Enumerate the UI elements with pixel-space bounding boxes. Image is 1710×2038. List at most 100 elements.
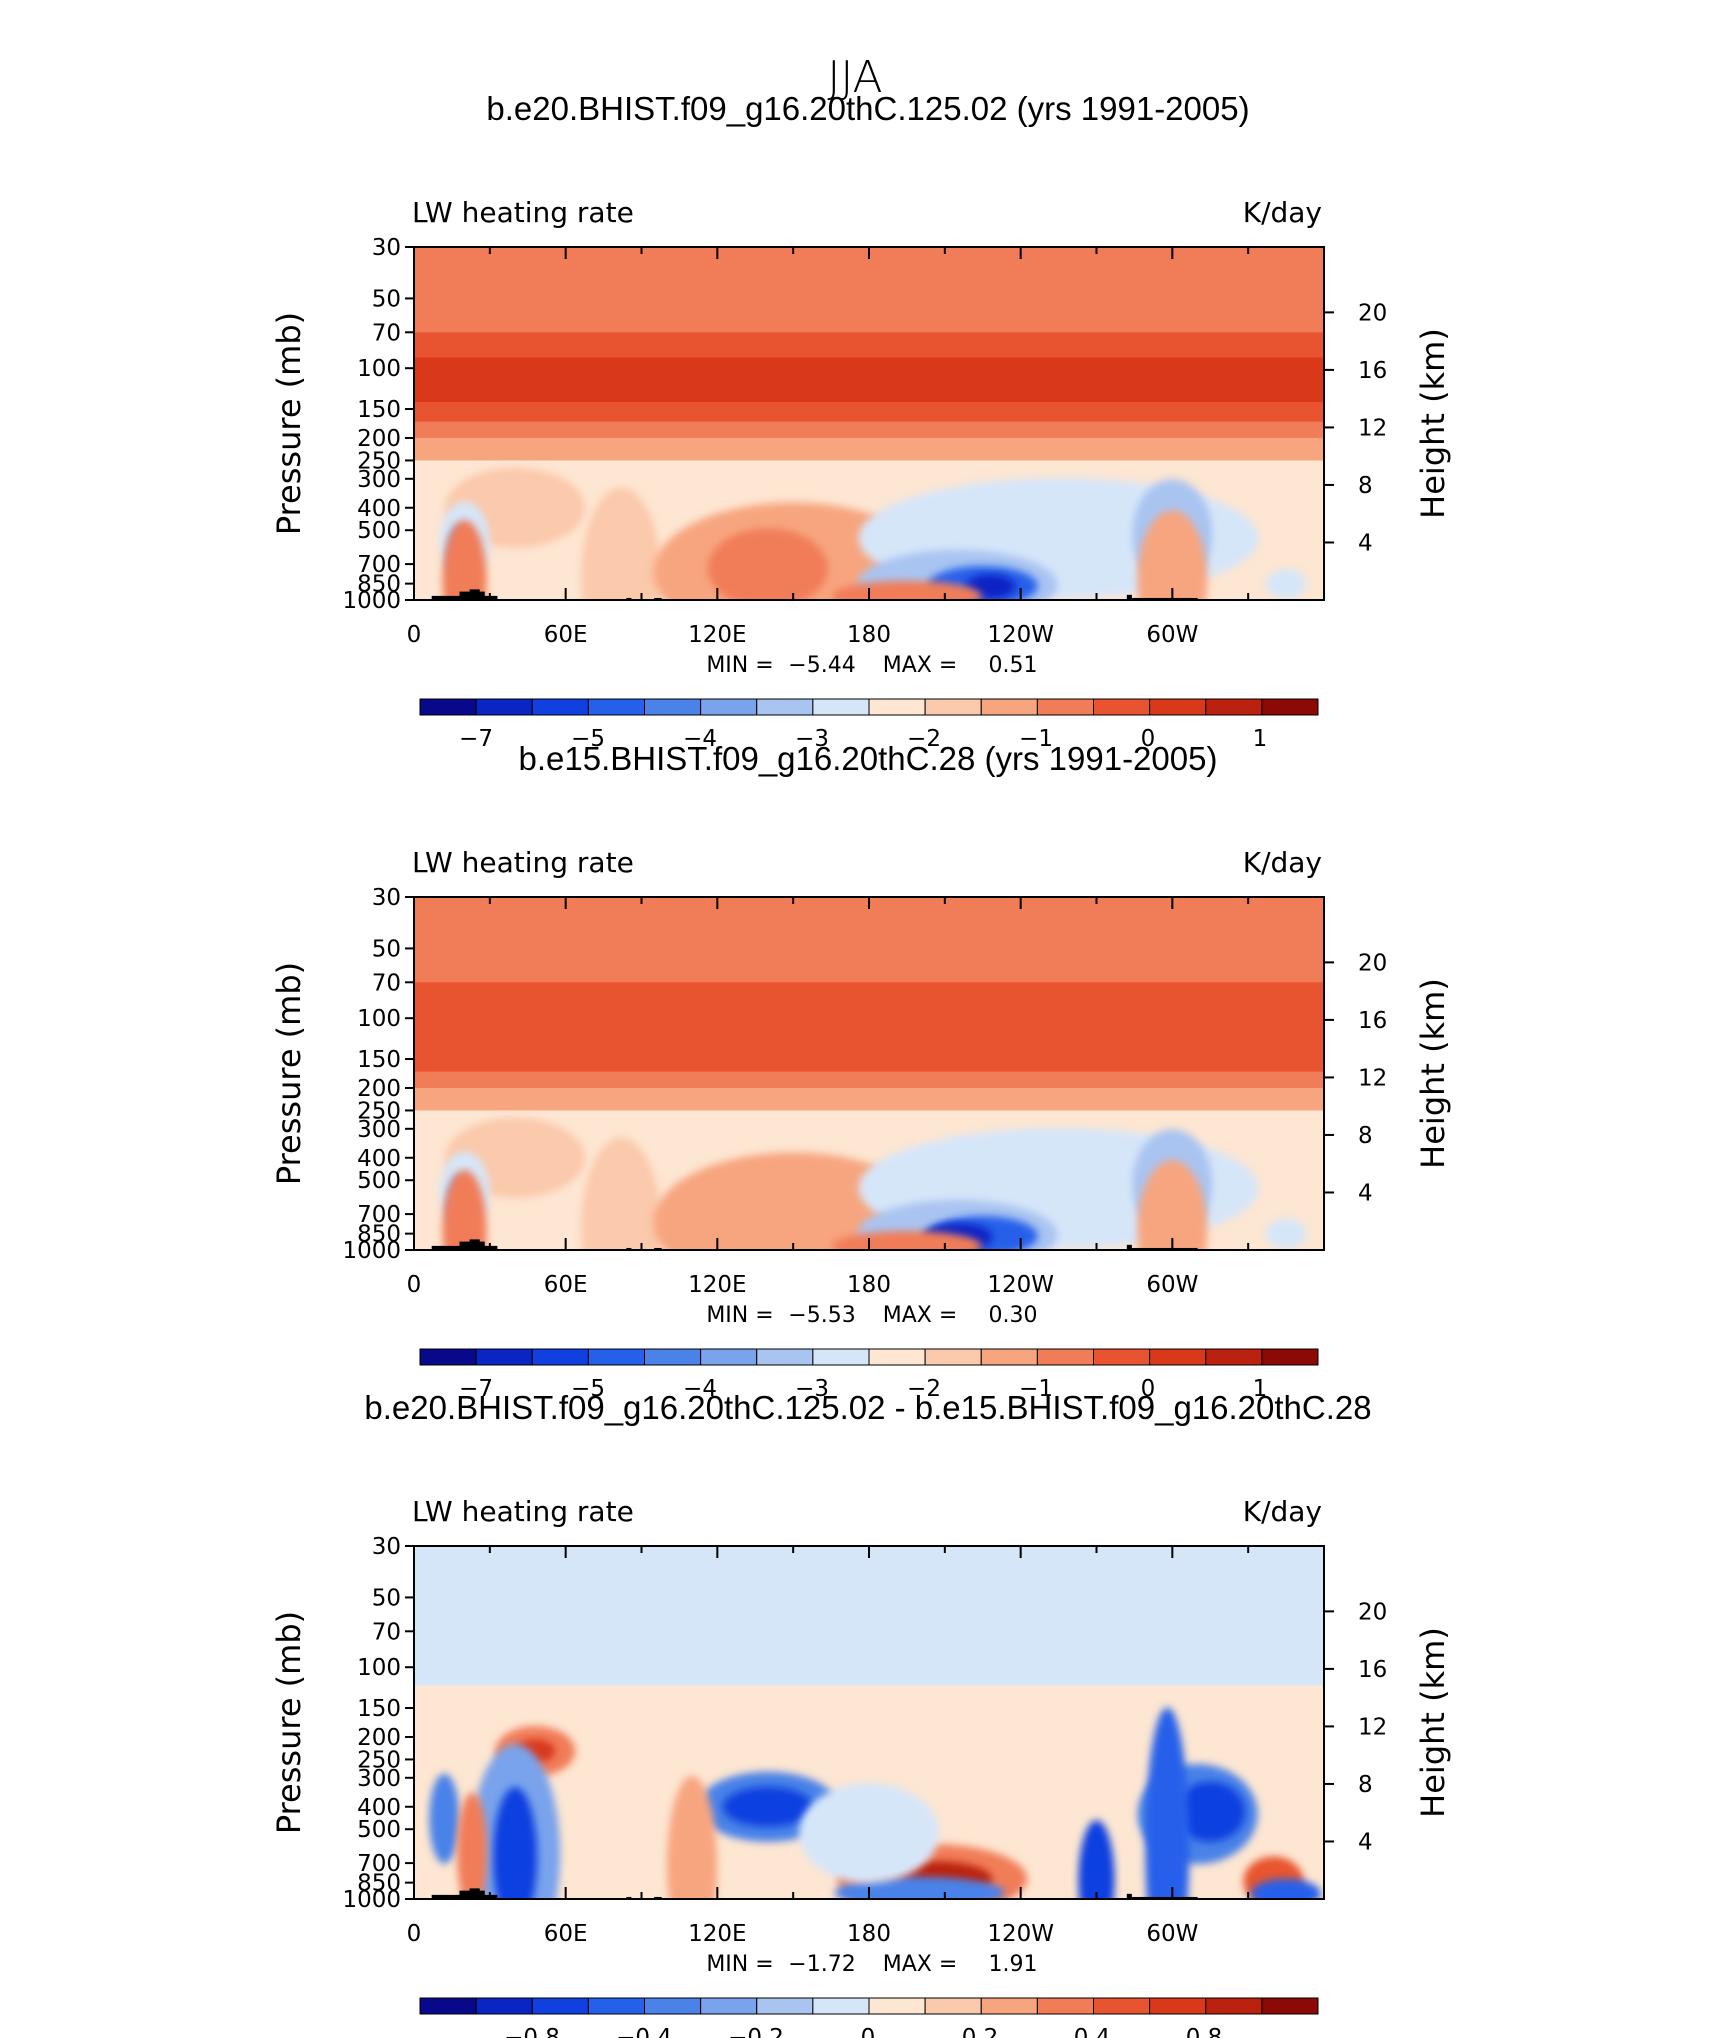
colorbar-label: −5 [571, 1376, 605, 1402]
y2-tick-label: 8 [1358, 1772, 1373, 1798]
colorbar-box [868, 698, 926, 716]
panel-title: b.e15.BHIST.f09_g16.20thC.28 (yrs 1991-2… [519, 740, 1218, 777]
y-tick-label: 400 [357, 1146, 401, 1172]
min-label: MIN = [706, 1952, 773, 1977]
colorbar-box [1205, 1997, 1263, 2015]
y-tick-label: 250 [357, 448, 401, 474]
colorbar-box [1036, 698, 1094, 716]
x-tick-label: 120E [688, 622, 746, 648]
colorbar-box [475, 1348, 533, 1366]
x-tick-label: 0 [407, 1272, 422, 1298]
x-tick-label: 60W [1146, 622, 1198, 648]
borneo [654, 597, 662, 600]
y2-axis-title: Height (km) [1414, 978, 1452, 1169]
panels-root: b.e20.BHIST.f09_g16.20thC.125.02 (yrs 19… [270, 90, 1452, 2038]
colorbar-box [700, 1997, 758, 2015]
colorbar-label: −1 [1019, 726, 1053, 752]
y-tick-label: 50 [372, 286, 401, 312]
y-tick-label: 500 [357, 1817, 401, 1843]
sa-red [1137, 510, 1208, 600]
y-tick-label: 400 [357, 1795, 401, 1821]
y2-tick-label: 12 [1358, 1065, 1387, 1091]
y-tick-label: 200 [357, 1076, 401, 1102]
mid-blue-core [722, 1786, 813, 1827]
colorbar: −7 −5 −4 −3 −2 −1 0 1 [419, 1348, 1319, 1402]
south-america [1131, 1247, 1198, 1250]
colorbar-box [812, 698, 870, 716]
y-tick-label: 500 [357, 518, 401, 544]
atlantic-blue [1266, 568, 1307, 599]
colorbar-box [1036, 1997, 1094, 2015]
y-tick-label: 200 [357, 426, 401, 452]
x-tick-label: 120W [987, 1272, 1054, 1298]
colorbar-label: −1 [1019, 1376, 1053, 1402]
colorbar-label: −7 [459, 726, 493, 752]
y-tick-label: 50 [372, 936, 401, 962]
y2-axis-title: Height (km) [1414, 1627, 1452, 1818]
colorbar-box [531, 698, 589, 716]
colorbar-label: −0.8 [504, 2025, 560, 2038]
y-tick-label: 100 [357, 1006, 401, 1032]
y-tick-label: 30 [372, 885, 401, 911]
topography-mask [431, 589, 1198, 600]
y-tick-label: 300 [357, 467, 401, 493]
africa-red [442, 520, 487, 600]
y-axis-title: Pressure (mb) [270, 962, 308, 1185]
x-tick-label: 120W [987, 1921, 1054, 1947]
colorbar-box [980, 1348, 1038, 1366]
colorbar-label: −5 [571, 726, 605, 752]
units-label: K/day [1243, 196, 1322, 229]
colorbar-box [1261, 698, 1319, 716]
y2-tick-label: 4 [1358, 1180, 1373, 1206]
colorbar-box [812, 1997, 870, 2015]
colorbar-label: 0 [1141, 726, 1156, 752]
units-label: K/day [1243, 846, 1322, 879]
min-label: MIN = [706, 1303, 773, 1328]
topography-mask [431, 1239, 1198, 1250]
x-tick-label: 180 [847, 622, 891, 648]
colorbar-box [1093, 1997, 1151, 2015]
andes-column [1145, 1707, 1190, 1899]
x-tick-label: 180 [847, 1272, 891, 1298]
colorbar-label: −4 [683, 1376, 717, 1402]
colorbar-box [700, 698, 758, 716]
colorbar-box [475, 1997, 533, 2015]
y-axis-title: Pressure (mb) [270, 1611, 308, 1834]
colorbar-box [475, 698, 533, 716]
y-tick-label: 300 [357, 1117, 401, 1143]
atlantic-blue [1266, 1218, 1307, 1249]
colorbar-box [531, 1997, 589, 2015]
colorbar-box [868, 1348, 926, 1366]
y-tick-label: 150 [357, 1696, 401, 1722]
y2-tick-label: 4 [1358, 1829, 1373, 1855]
panel-title: b.e20.BHIST.f09_g16.20thC.125.02 (yrs 19… [486, 90, 1249, 127]
topography-mask [431, 1888, 1198, 1899]
y-tick-label: 30 [372, 235, 401, 261]
borneo [654, 1896, 662, 1899]
colorbar-box [644, 1997, 702, 2015]
y-tick-label: 100 [357, 356, 401, 382]
maritime-red [667, 1775, 718, 1899]
y2-tick-label: 20 [1358, 1599, 1387, 1625]
colorbar-box [1205, 1348, 1263, 1366]
y-tick-label: 700 [357, 1851, 401, 1877]
colorbar-label: −0.2 [728, 2025, 784, 2038]
x-tick-label: 120E [688, 1272, 746, 1298]
panel-1: b.e20.BHIST.f09_g16.20thC.125.02 (yrs 19… [270, 90, 1452, 752]
y-tick-label: 1000 [342, 1238, 401, 1264]
africa-blue-core [493, 1787, 538, 1899]
colorbar-label: 0 [861, 2025, 876, 2038]
variable-label: LW heating rate [412, 196, 634, 229]
colorbar-label: −2 [907, 1376, 941, 1402]
west-blue [429, 1773, 460, 1864]
figure-title: JJA [827, 52, 882, 103]
colorbar-box [1093, 1348, 1151, 1366]
colorbar-box [756, 1997, 814, 2015]
y-tick-label: 150 [357, 397, 401, 423]
min-value: −1.72 [788, 1952, 855, 1977]
max-label: MAX = [883, 1303, 958, 1328]
x-tick-label: 0 [407, 1921, 422, 1947]
borneo [654, 1247, 662, 1250]
min-label: MIN = [706, 653, 773, 678]
colorbar-box [1093, 698, 1151, 716]
